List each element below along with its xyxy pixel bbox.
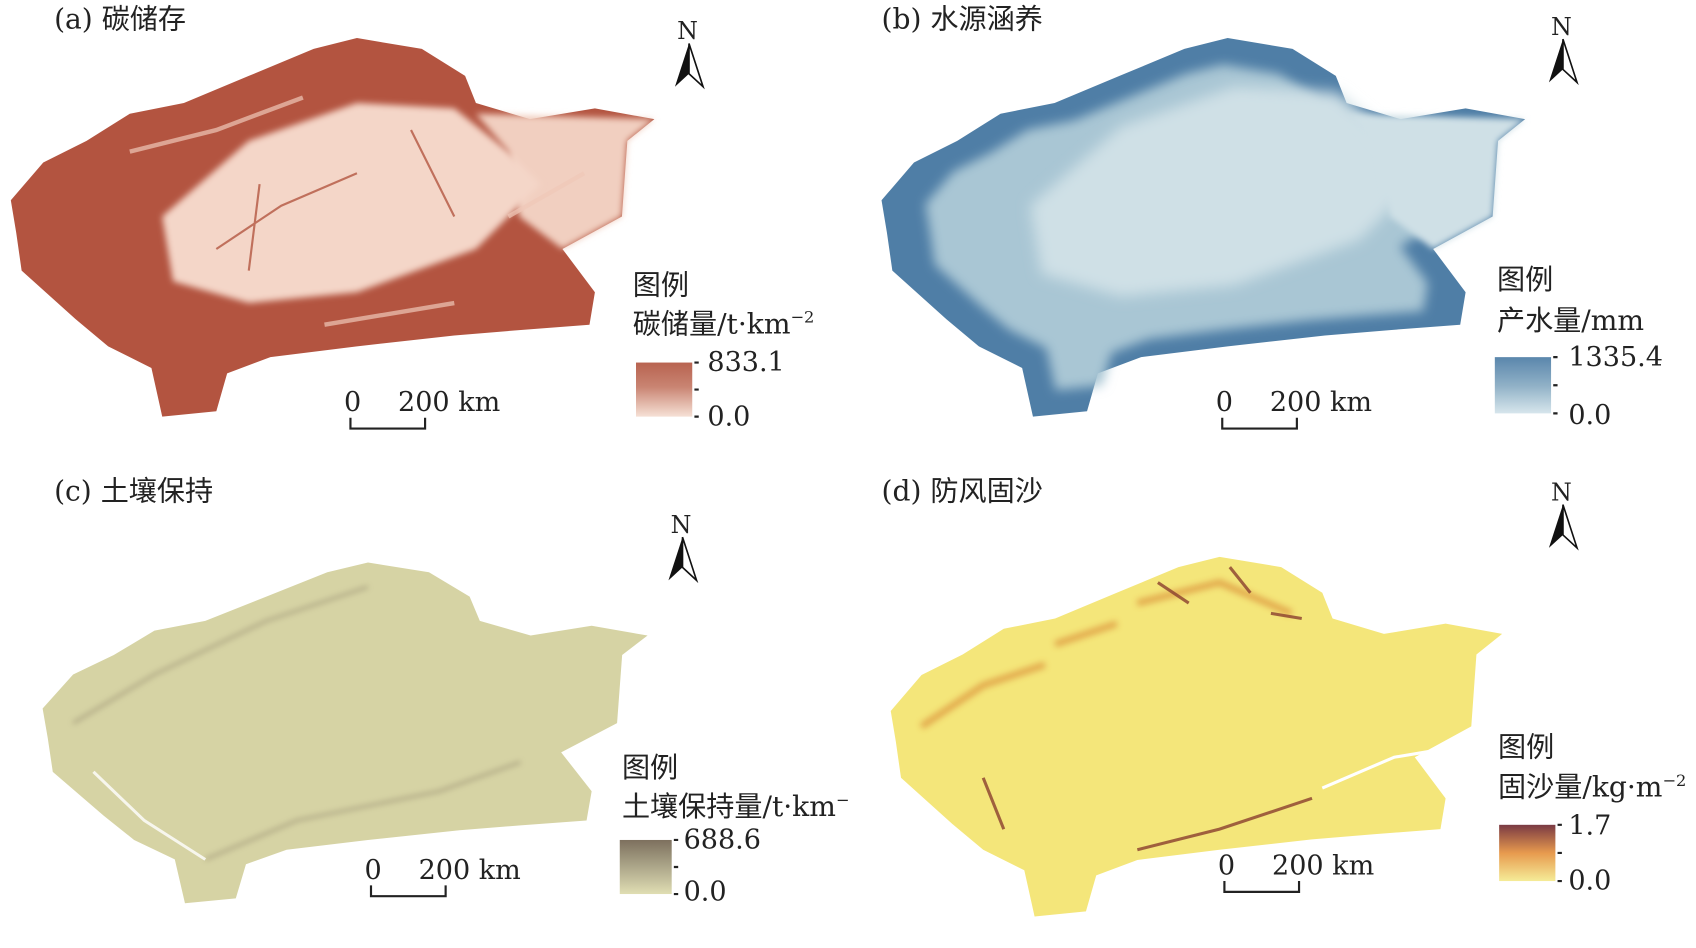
legend-unit-sup: −2 [790, 308, 814, 327]
scale-bar: 0 200 km [344, 387, 500, 430]
panel-title: (a) 碳储存 [54, 2, 186, 35]
scale-label: 200 km [1270, 387, 1372, 418]
legend: 图例 产水量/mm 1335.4 0.0 [1494, 263, 1663, 431]
scale-zero: 0 [1218, 851, 1235, 882]
legend-color-ramp [619, 839, 672, 895]
map-sand-fixation [890, 556, 1503, 917]
panel-carbon-storage: (a) 碳储存 N 图例 碳储量/t·km−2 833.1 0.0 0 200 … [0, 0, 848, 472]
legend-min: 0.0 [684, 877, 727, 908]
north-label: N [1551, 478, 1572, 506]
scale-bar: 0 200 km [365, 855, 521, 898]
scale-bar: 0 200 km [1216, 387, 1372, 430]
legend-min: 0.0 [707, 401, 750, 432]
legend-max: 1.7 [1568, 811, 1611, 842]
legend-unit: 固沙量/kg·m [1498, 771, 1662, 804]
legend-title: 图例 [1498, 731, 1554, 764]
north-arrow: N [1548, 478, 1579, 551]
scale-zero: 0 [1216, 387, 1233, 418]
legend-min: 0.0 [1568, 400, 1611, 431]
scale-label: 200 km [1272, 851, 1374, 882]
legend-max: 1335.4 [1568, 342, 1663, 373]
legend-color-ramp [636, 362, 693, 417]
north-label: N [671, 511, 692, 539]
panel-title: (d) 防风固沙 [882, 474, 1043, 507]
scale-bar: 0 200 km [1218, 851, 1374, 893]
svg-text:固沙量/kg·m−2: 固沙量/kg·m−2 [1498, 771, 1686, 804]
legend: 图例 固沙量/kg·m−2 1.7 0.0 [1498, 731, 1686, 897]
legend-unit: 碳储量/t·km [633, 307, 791, 340]
legend: 图例 碳储量/t·km−2 833.1 0.0 [633, 268, 815, 432]
scale-zero: 0 [344, 387, 361, 418]
panel-title: (b) 水源涵养 [882, 2, 1043, 35]
panel-water-yield: (b) 水源涵养 N 图例 产水量/mm 1335.4 0.0 0 200 km [848, 0, 1696, 472]
scale-label: 200 km [419, 855, 521, 886]
map-soil-conservation [42, 562, 648, 904]
legend-title: 图例 [622, 751, 678, 784]
map-carbon-storage [10, 38, 655, 417]
svg-text:碳储量/t·km−2: 碳储量/t·km−2 [633, 307, 815, 340]
scale-zero: 0 [365, 855, 382, 886]
legend-unit-sup: −2 [836, 790, 848, 809]
panel-title: (c) 土壤保持 [54, 474, 213, 507]
panel-sand-fixation: (d) 防风固沙 N 图例 固沙量/kg·m−2 1.7 0.0 0 200 k… [848, 472, 1696, 944]
north-arrow: N [1548, 13, 1579, 86]
panel-soil-conservation: (c) 土壤保持 N 图例 土壤保持量/t·km−2 688.6 0.0 0 2… [0, 472, 860, 944]
scale-label: 200 km [398, 387, 500, 418]
legend-max: 833.1 [707, 347, 784, 378]
north-label: N [1551, 13, 1572, 41]
legend-max: 688.6 [684, 825, 761, 856]
map-water-yield [881, 38, 1526, 417]
legend-unit: 土壤保持量/t·km [622, 790, 836, 823]
legend-title: 图例 [633, 268, 689, 301]
legend-title: 图例 [1497, 263, 1553, 296]
north-arrow: N [668, 511, 699, 584]
legend-unit: 产水量/mm [1497, 304, 1644, 337]
north-label: N [677, 17, 698, 45]
svg-text:土壤保持量/t·km−2: 土壤保持量/t·km−2 [622, 790, 848, 823]
legend-min: 0.0 [1568, 866, 1611, 897]
legend: 图例 土壤保持量/t·km−2 688.6 0.0 [619, 751, 860, 908]
legend-unit-sup: −2 [1662, 771, 1686, 790]
north-arrow: N [674, 17, 705, 90]
legend-color-ramp [1499, 824, 1556, 882]
legend-color-ramp [1494, 357, 1552, 414]
